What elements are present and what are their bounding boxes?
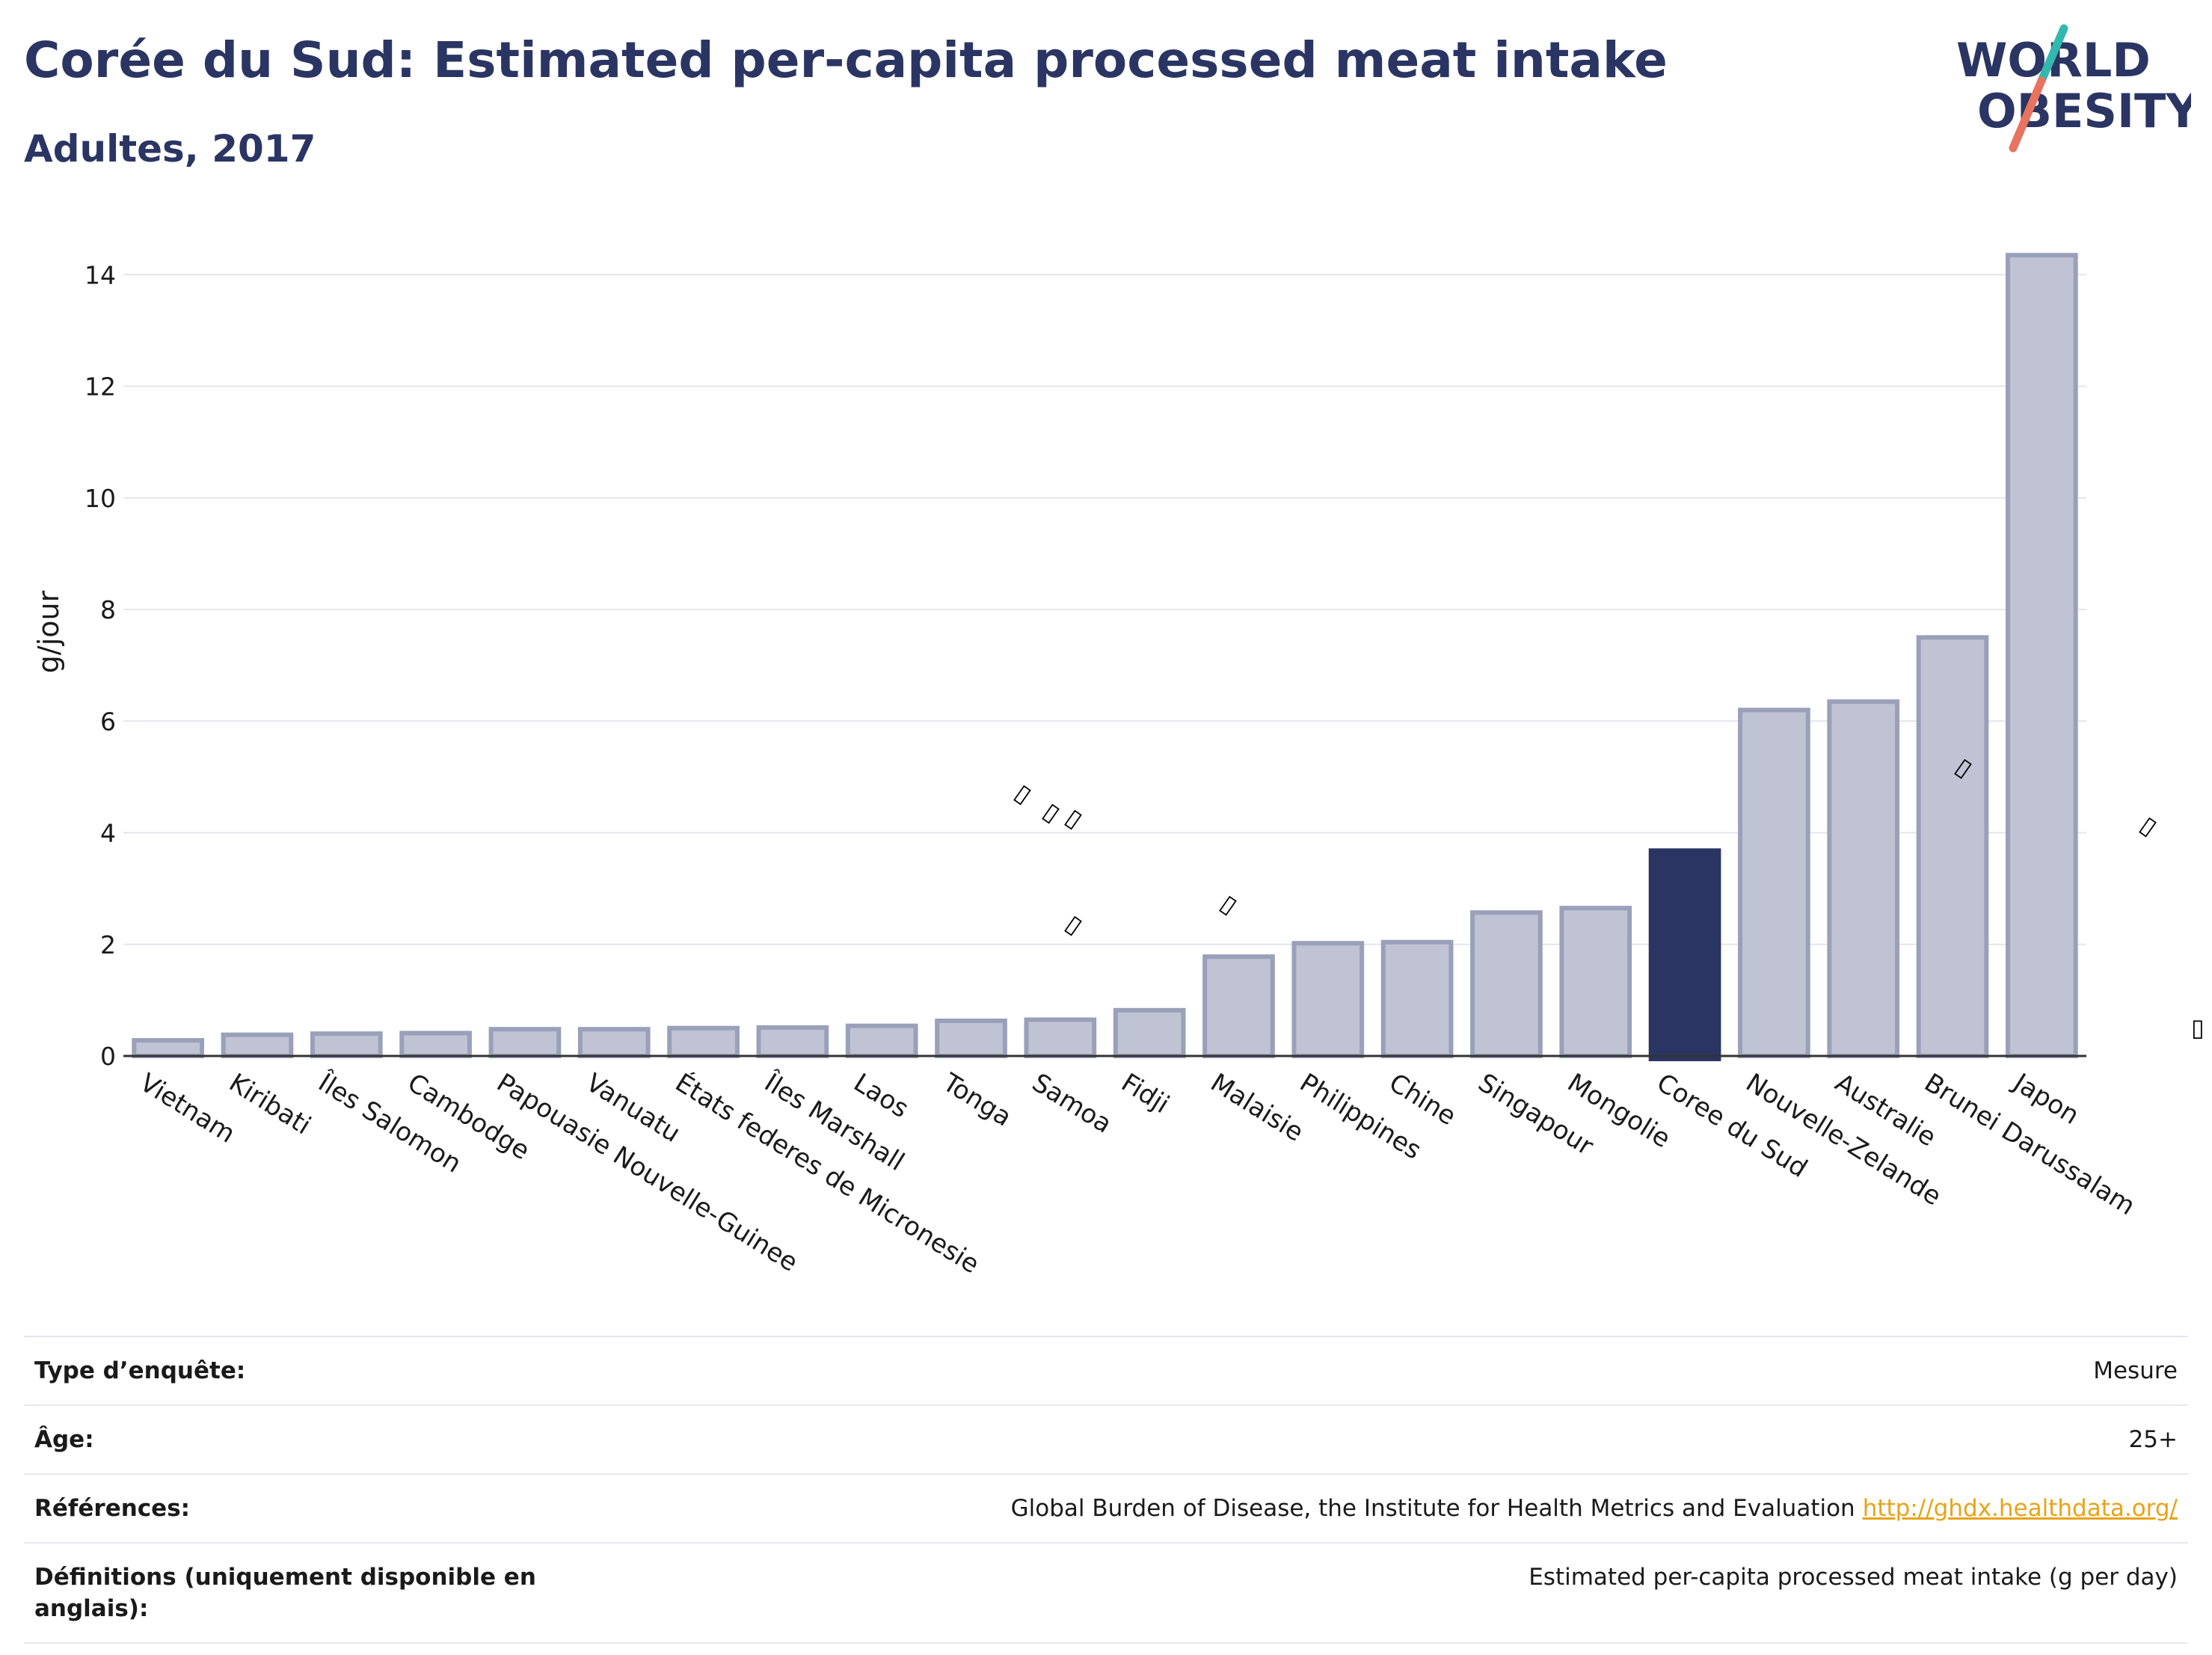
bar-australie <box>1827 699 1900 1058</box>
info-key: Références: <box>34 1495 191 1522</box>
info-row-age: Âge: 25+ <box>24 1404 2188 1473</box>
bar-malaisie <box>1202 954 1275 1058</box>
bar-samoa <box>1024 1017 1097 1059</box>
x-tick-label: Fidji <box>1116 1068 1174 1120</box>
world-obesity-logo: WORLD OBESITY <box>1956 24 2191 153</box>
marker-glyph: ▯ <box>1038 796 1065 827</box>
bar-brunei-darussalam <box>1916 635 1989 1058</box>
marker-glyph: ▯ <box>2135 810 2162 841</box>
bar-vietnam <box>132 1038 204 1058</box>
marker-glyph: ▯ <box>1010 778 1036 808</box>
info-key: Définitions (uniquement disponible en an… <box>34 1564 536 1622</box>
marker-glyph: ▯ <box>2191 1013 2205 1042</box>
y-tick-labels: 0 2 4 6 8 10 12 14 <box>85 260 116 1071</box>
bar--tats-federes-de-micronesie <box>667 1025 740 1059</box>
bar-papouasie-nouvelle-guinee <box>488 1027 562 1059</box>
bar-tonga <box>935 1018 1007 1059</box>
y-axis-label: g/jour <box>32 590 65 673</box>
info-value: Mesure <box>2093 1357 2178 1384</box>
x-tick-label: Tonga <box>937 1067 1017 1132</box>
marker-glyph: ▯ <box>1060 802 1087 833</box>
logo-line2: OBESITY <box>1977 84 2191 138</box>
x-tick-label: Samoa <box>1027 1068 1117 1140</box>
y-tick-label: 8 <box>100 595 116 624</box>
references-link[interactable]: http://ghdx.healthdata.org/ <box>1862 1495 2178 1522</box>
y-tick-label: 12 <box>85 372 116 402</box>
y-tick-label: 14 <box>85 260 116 289</box>
bar-nouvelle-zelande <box>1738 707 1810 1059</box>
logo-slash-teal <box>2037 24 2068 85</box>
page-title: Corée du Sud: Estimated per-capita proce… <box>24 31 1668 89</box>
bar--les-marshall <box>756 1025 829 1059</box>
bar-laos <box>845 1023 918 1059</box>
bar-vanuatu <box>577 1027 651 1059</box>
y-tick-label: 10 <box>85 484 116 513</box>
info-row-references: Références: Global Burden of Disease, th… <box>24 1473 2188 1542</box>
bar-philippines <box>1291 941 1365 1059</box>
info-value: 25+ <box>2128 1426 2178 1453</box>
info-row-definitions: Définitions (uniquement disponible en an… <box>24 1542 2188 1644</box>
bar-chine <box>1380 939 1454 1059</box>
info-key: Type d’enquête: <box>34 1357 246 1384</box>
bar--les-salomon <box>310 1031 383 1059</box>
info-table: Type d’enquête: Mesure Âge: 25+ Référenc… <box>24 1336 2188 1644</box>
references-text: Global Burden of Disease, the Institute … <box>1010 1495 1855 1522</box>
logo-slash-coral <box>2009 76 2046 153</box>
page-subtitle: Adultes, 2017 <box>24 127 316 171</box>
info-row-survey-type: Type d’enquête: Mesure <box>24 1336 2188 1404</box>
bar-japon <box>2006 253 2078 1058</box>
x-tick-label: Vietnam <box>135 1068 240 1149</box>
x-tick-label: États federes de Micronesie <box>670 1067 985 1280</box>
marker-glyph: ▯ <box>1215 888 1242 919</box>
bars <box>132 253 2078 1061</box>
x-tick-label: Malaisie <box>1205 1068 1309 1148</box>
bar-kiribati <box>221 1032 294 1059</box>
bar-singapour <box>1470 910 1543 1059</box>
info-key: Âge: <box>34 1426 94 1453</box>
bar-mongolie <box>1559 906 1632 1058</box>
y-tick-label: 2 <box>100 930 116 959</box>
y-tick-label: 6 <box>100 707 116 736</box>
info-value: Estimated per-capita processed meat inta… <box>1529 1564 2178 1591</box>
y-tick-label: 0 <box>100 1042 116 1071</box>
y-tick-label: 4 <box>100 819 116 848</box>
x-tick-label: Laos <box>848 1068 914 1124</box>
bar-coree-du-sud <box>1648 848 1721 1061</box>
bar-cambodge <box>399 1031 472 1058</box>
bar-fidji <box>1113 1007 1186 1058</box>
info-value-container: Global Burden of Disease, the Institute … <box>1011 1493 2178 1524</box>
x-tick-label: Kiribati <box>224 1068 316 1141</box>
x-tick-label: Coree du Sud <box>1651 1068 1812 1184</box>
marker-glyph: ▯ <box>1060 909 1087 939</box>
